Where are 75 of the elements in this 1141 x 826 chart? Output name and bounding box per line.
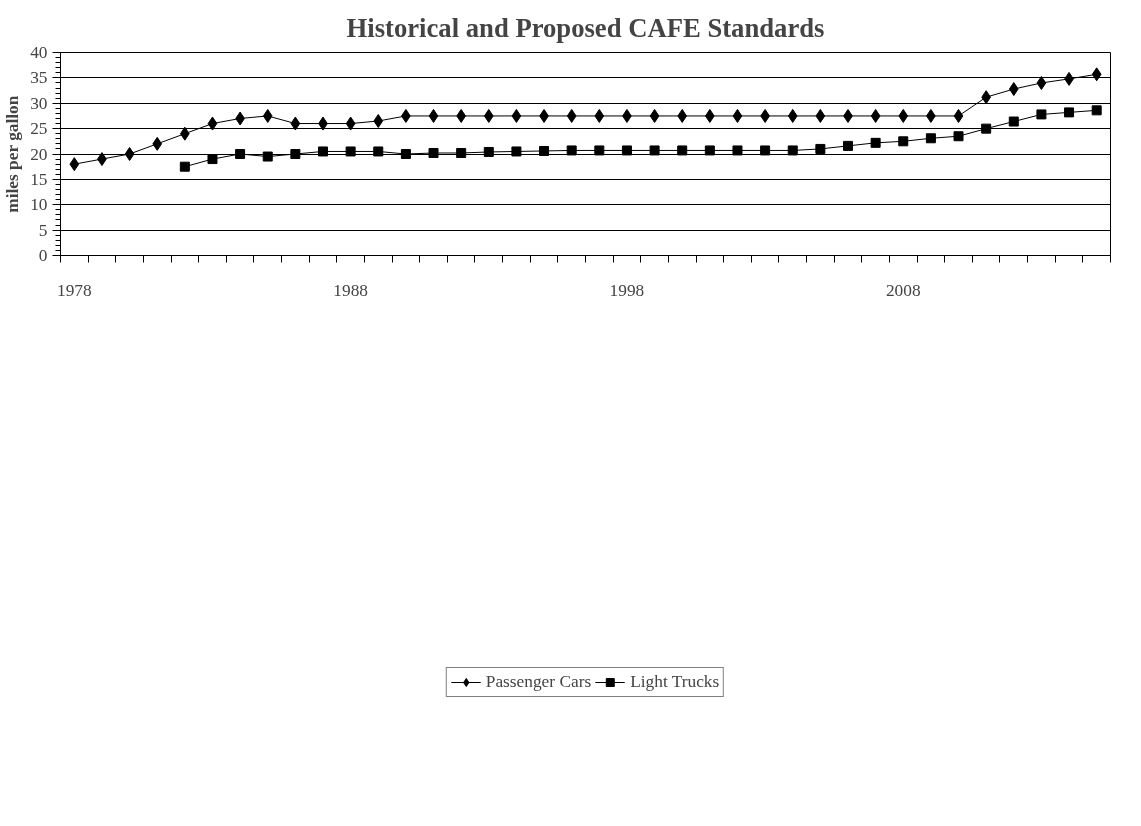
point <box>981 123 992 134</box>
point <box>456 147 467 158</box>
point <box>1008 116 1019 127</box>
point <box>1091 67 1102 82</box>
point <box>1008 82 1019 97</box>
y-tick-label: 30 <box>30 93 48 113</box>
y-tick-label: 10 <box>30 195 48 215</box>
legend-label: Passenger Cars <box>485 672 592 692</box>
point <box>815 108 826 123</box>
point <box>953 108 964 123</box>
point <box>594 108 605 123</box>
point <box>566 145 577 156</box>
y-tick-label: 0 <box>38 246 48 265</box>
point <box>898 136 909 147</box>
point <box>732 108 743 123</box>
point <box>649 145 660 156</box>
y-tick-label: 15 <box>30 169 48 189</box>
y-tick-label: 25 <box>30 119 48 139</box>
point <box>124 147 135 161</box>
point <box>428 108 439 123</box>
point <box>815 143 826 154</box>
point <box>1091 105 1102 116</box>
point <box>870 137 881 148</box>
point <box>290 149 301 159</box>
point <box>428 147 439 158</box>
point <box>1036 109 1047 120</box>
point <box>621 145 632 156</box>
point <box>179 161 190 172</box>
point <box>345 146 356 157</box>
point <box>207 154 218 165</box>
point <box>373 146 384 157</box>
point <box>511 108 522 123</box>
point <box>207 116 218 131</box>
point <box>539 145 550 156</box>
point <box>649 108 660 123</box>
point <box>262 108 273 123</box>
point <box>594 145 605 156</box>
point <box>677 108 688 123</box>
point <box>677 145 688 156</box>
legend-label: Light Trucks <box>630 672 720 692</box>
x-tick-label: 2008 <box>885 280 921 300</box>
x-tick-label: 1988 <box>333 280 368 300</box>
point <box>318 146 328 157</box>
point <box>511 146 522 157</box>
point <box>843 140 853 151</box>
point <box>373 114 384 129</box>
y-tick-label: 20 <box>30 144 48 164</box>
point <box>290 116 301 131</box>
y-tick-label: 40 <box>30 43 48 62</box>
point <box>704 145 715 156</box>
point <box>953 131 964 142</box>
point <box>152 136 163 151</box>
point <box>1064 107 1075 118</box>
point <box>400 149 411 159</box>
x-tick-label: 1998 <box>609 280 645 300</box>
point <box>235 149 246 159</box>
point <box>1036 75 1047 90</box>
y-tick-label: 5 <box>38 220 48 240</box>
point <box>483 108 494 123</box>
chart-title: Historical and Proposed CAFE Standards <box>346 12 825 43</box>
y-axis-title: miles per gallon <box>3 95 23 213</box>
point <box>787 108 798 123</box>
point <box>262 151 273 162</box>
point <box>732 145 743 156</box>
point <box>760 145 771 156</box>
point <box>566 108 577 123</box>
y-tick-label: 35 <box>30 68 48 88</box>
point <box>483 146 494 157</box>
point <box>898 108 909 123</box>
point <box>870 108 881 123</box>
point <box>925 133 936 144</box>
point <box>787 145 798 156</box>
point <box>345 116 356 131</box>
x-tick-label: 1978 <box>56 280 92 300</box>
point <box>69 157 80 172</box>
